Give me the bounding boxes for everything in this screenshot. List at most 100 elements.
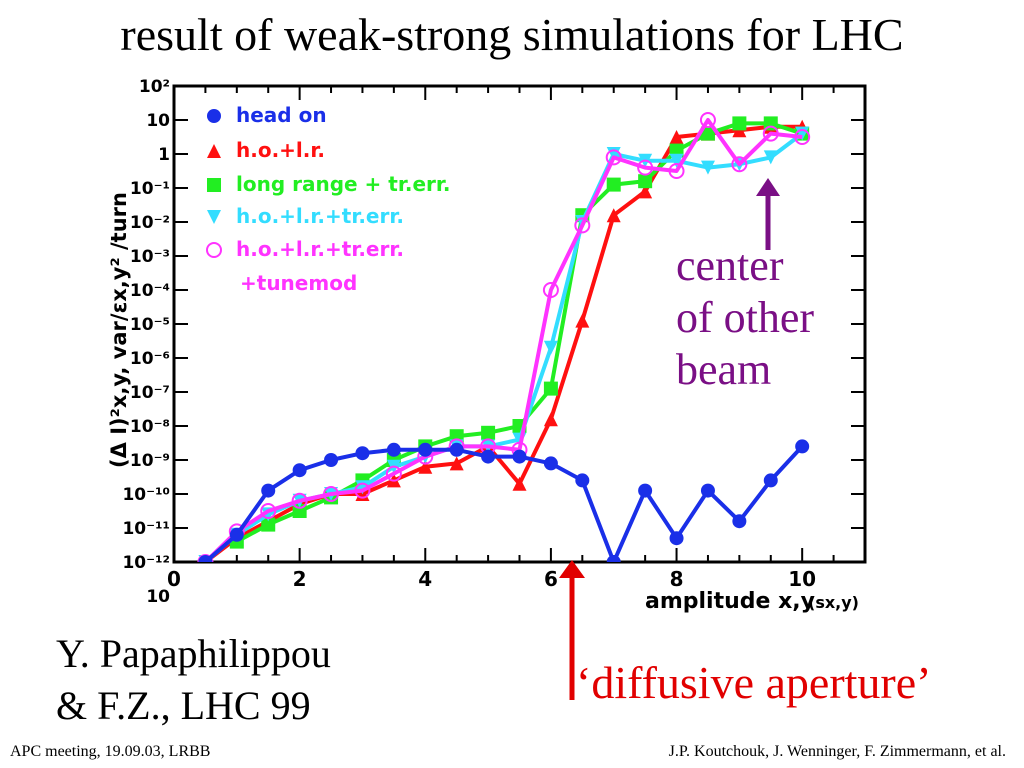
- center-line-2: of other: [676, 293, 815, 342]
- x-tick-label: 2: [293, 567, 307, 591]
- data-point: [732, 116, 747, 131]
- y-tick-label: 10⁻⁸: [130, 417, 170, 437]
- data-point: [542, 282, 559, 298]
- data-point: [198, 555, 213, 562]
- arrows: [559, 178, 780, 700]
- data-point: [669, 531, 684, 546]
- center-line-1: center: [676, 241, 784, 290]
- data-point: [794, 129, 811, 145]
- data-point: [605, 149, 622, 166]
- data-point: [763, 150, 778, 165]
- data-point: [481, 449, 496, 464]
- center-line-3: beam: [676, 345, 772, 394]
- footer-right: J.P. Koutchouk, J. Wenninger, F. Zimmerm…: [668, 743, 1006, 760]
- y-tick-label: 1: [158, 145, 170, 165]
- y-tick-label: 10⁻⁶: [130, 349, 170, 369]
- data-point: [512, 476, 527, 491]
- series-layer: [197, 112, 811, 562]
- legend-entry-label: h.o.+l.r.: [236, 138, 325, 162]
- legend-entry-label: +tunemod: [240, 271, 357, 295]
- data-point: [261, 517, 276, 532]
- data-point: [669, 130, 684, 144]
- data-point: [606, 177, 621, 192]
- legend-entry-label: h.o.+l.r.+tr.err.: [236, 204, 404, 228]
- x-tick-label: 4: [418, 567, 432, 591]
- axes: 0 2 4 6 8 10 10² 10 1 10⁻¹ 10⁻² 10⁻³ 10⁻⁴ 10⁻⁵ 10⁻⁶ 10⁻…: [107, 77, 866, 614]
- data-point: [418, 459, 433, 474]
- data-point: [606, 555, 621, 562]
- purple-arrow-head: [756, 178, 780, 196]
- credit-line-2: & F.Z., LHC 99: [56, 683, 311, 728]
- y-tick-label: 10: [146, 111, 170, 131]
- data-point: [260, 503, 277, 519]
- data-point: [354, 482, 371, 499]
- data-point: [291, 492, 308, 509]
- data-point: [700, 126, 715, 141]
- data-point: [323, 486, 340, 502]
- data-point: [543, 456, 558, 471]
- x-tick-label: 0: [167, 567, 181, 591]
- credit: Y. Papaphilippou & F.Z., LHC 99: [56, 628, 331, 732]
- data-point: [795, 439, 810, 454]
- x-axis-unit: (sx,y): [808, 593, 859, 612]
- page-title: result of weak-strong simulations for LH…: [120, 9, 904, 60]
- data-point: [732, 514, 747, 529]
- data-point: [731, 156, 748, 173]
- data-point: [543, 412, 558, 427]
- x-axis-label: amplitude x,y: [645, 589, 815, 614]
- data-point: [606, 208, 621, 223]
- data-point: [207, 109, 221, 123]
- footer-left: APC meeting, 19.09.03, LRBB: [10, 743, 211, 760]
- y-tick-label: 10⁻¹: [130, 179, 170, 199]
- series-line: [204, 118, 803, 562]
- series-0: [198, 439, 810, 562]
- data-point: [699, 112, 716, 128]
- data-point: [386, 442, 401, 457]
- data-point: [207, 144, 221, 158]
- center-of-other-beam-label: center of other beam: [676, 240, 814, 396]
- x-tick-label: 10: [788, 567, 816, 591]
- data-point: [385, 465, 402, 482]
- legend-entry-label: long range + tr.err.: [236, 172, 450, 196]
- data-point: [638, 184, 653, 199]
- data-point: [543, 340, 558, 355]
- data-point: [449, 442, 464, 457]
- credit-line-1: Y. Papaphilippou: [56, 631, 331, 676]
- data-point: [637, 159, 654, 176]
- data-point: [763, 473, 778, 488]
- red-arrow-head: [559, 560, 585, 578]
- data-point: [575, 313, 590, 328]
- y-tick-label: 10⁻⁵: [130, 315, 170, 335]
- data-point: [206, 242, 222, 258]
- data-point: [669, 153, 684, 168]
- y-tick-label: 10²: [139, 77, 170, 97]
- y-tick-label: 10⁻¹²: [122, 553, 170, 573]
- y-tick-label: 10⁻⁹: [130, 451, 170, 471]
- legend-entry-label: h.o.+l.r.+tr.err.: [236, 237, 404, 261]
- data-point: [574, 217, 591, 234]
- x-tick-label: 6: [544, 567, 558, 591]
- data-point: [762, 125, 779, 142]
- legend: head on h.o.+l.r. long range + tr.err. h.o.…: [206, 103, 450, 295]
- data-point: [700, 160, 715, 175]
- y-tick-label: 10⁻¹¹: [122, 519, 170, 539]
- data-point: [638, 483, 653, 498]
- y-tick-label: 10: [146, 587, 170, 607]
- y-tick-label: 10⁻⁴: [130, 281, 170, 301]
- data-point: [512, 449, 527, 464]
- data-point: [207, 178, 221, 192]
- data-point: [449, 456, 464, 471]
- data-point: [418, 442, 433, 457]
- data-point: [229, 527, 244, 542]
- data-point: [700, 483, 715, 498]
- legend-entry-label: head on: [236, 103, 327, 127]
- data-point: [207, 210, 221, 224]
- y-tick-label: 10⁻¹⁰: [122, 485, 170, 505]
- x-tick-label: 8: [670, 567, 684, 591]
- data-point: [292, 463, 307, 478]
- data-point: [575, 473, 590, 488]
- data-point: [355, 446, 370, 461]
- y-tick-label: 10⁻⁷: [130, 383, 170, 403]
- data-point: [638, 174, 653, 189]
